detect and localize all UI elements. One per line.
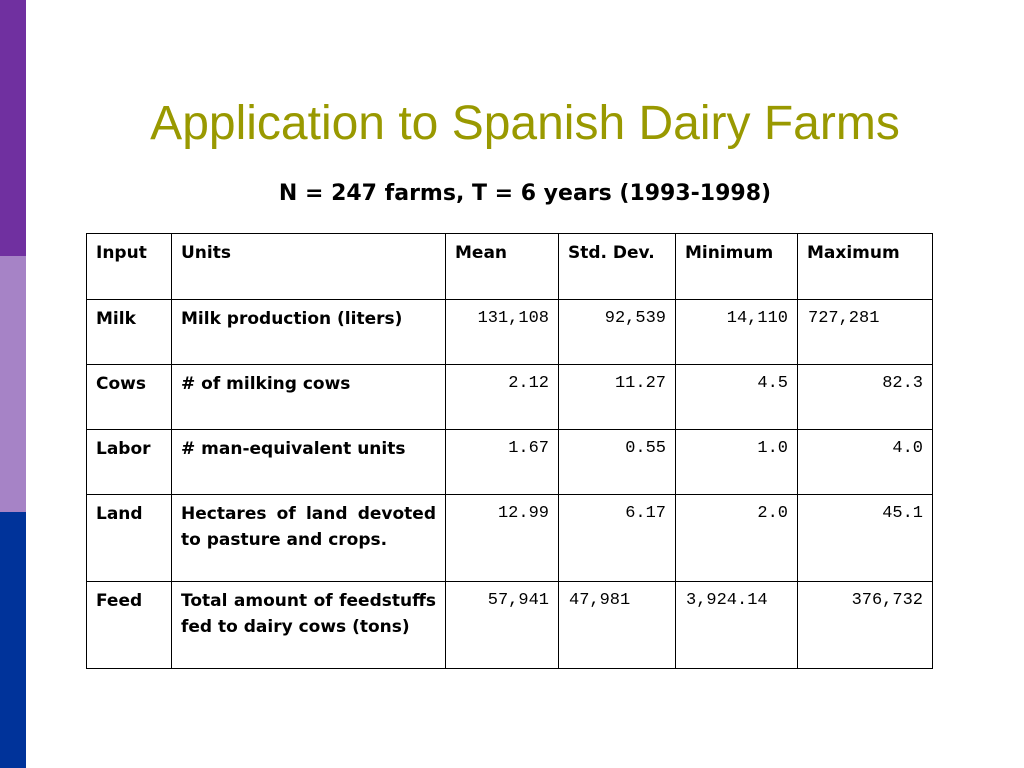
slide-subtitle: N = 247 farms, T = 6 years (1993-1998) [278,181,772,206]
slide-title: Application to Spanish Dairy Farms [150,97,900,150]
side-bar-lavender [0,256,26,512]
table-header-row: Input Units Mean Std. Dev. Minimum Maxim… [86,233,933,300]
cell-std: 11.27 [558,364,676,430]
header-input: Input [86,233,172,300]
side-bar-blue [0,512,26,768]
cell-min: 1.0 [675,429,798,495]
cell-units: Total amount of feedstuffs fed to dairy … [171,581,446,669]
cell-units: Milk production (liters) [171,299,446,365]
header-std-dev: Std. Dev. [558,233,676,300]
cell-mean: 131,108 [445,299,559,365]
cell-max: 376,732 [797,581,933,669]
cell-max: 45.1 [797,494,933,582]
table-row: Milk Milk production (liters) 131,108 92… [86,299,933,365]
cell-std: 6.17 [558,494,676,582]
cell-units: # of milking cows [171,364,446,430]
cell-input: Land [86,494,172,582]
cell-mean: 57,941 [445,581,559,669]
cell-std: 47,981 [558,581,676,669]
cell-input: Cows [86,364,172,430]
cell-std: 0.55 [558,429,676,495]
cell-max: 82.3 [797,364,933,430]
table-row: Labor # man-equivalent units 1.67 0.55 1… [86,429,933,495]
cell-min: 14,110 [675,299,798,365]
table-row: Land Hectares of land devoted to pasture… [86,494,933,582]
header-maximum: Maximum [797,233,933,300]
cell-min: 4.5 [675,364,798,430]
cell-std: 92,539 [558,299,676,365]
cell-mean: 1.67 [445,429,559,495]
cell-mean: 12.99 [445,494,559,582]
cell-max: 727,281 [797,299,933,365]
header-mean: Mean [445,233,559,300]
cell-max: 4.0 [797,429,933,495]
table-row: Feed Total amount of feedstuffs fed to d… [86,581,933,669]
header-units: Units [171,233,446,300]
cell-min: 2.0 [675,494,798,582]
header-minimum: Minimum [675,233,798,300]
cell-input: Labor [86,429,172,495]
cell-input: Feed [86,581,172,669]
side-bar-purple [0,0,26,256]
table-row: Cows # of milking cows 2.12 11.27 4.5 82… [86,364,933,430]
cell-min: 3,924.14 [675,581,798,669]
statistics-table: Input Units Mean Std. Dev. Minimum Maxim… [86,233,933,669]
cell-mean: 2.12 [445,364,559,430]
cell-input: Milk [86,299,172,365]
cell-units: # man-equivalent units [171,429,446,495]
cell-units: Hectares of land devoted to pasture and … [171,494,446,582]
